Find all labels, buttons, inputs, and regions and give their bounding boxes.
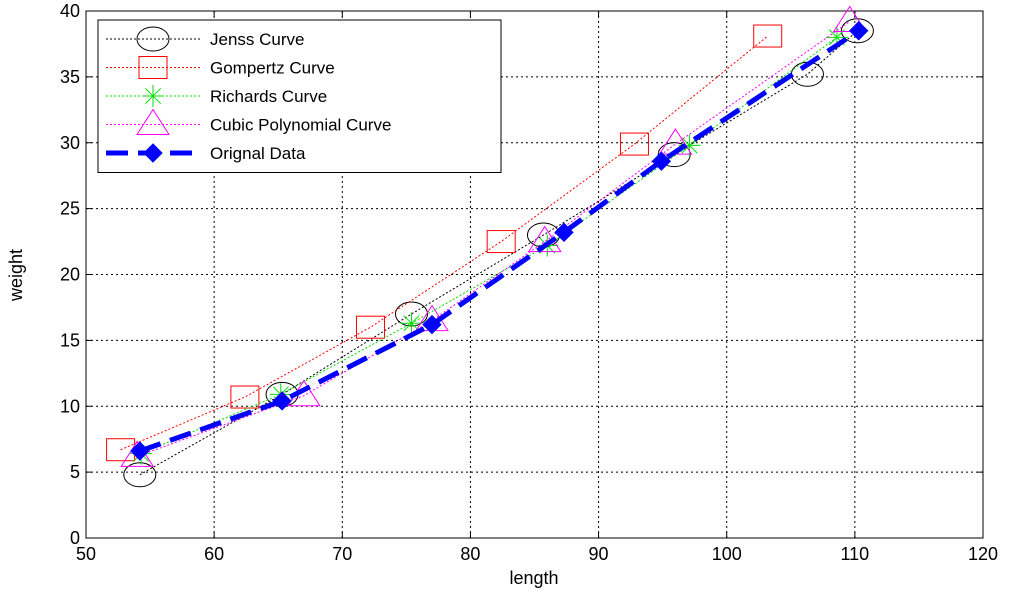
x-tick-label: 50: [76, 544, 96, 564]
x-tick-label: 90: [589, 544, 609, 564]
data-point-orignal-data: [130, 441, 150, 461]
legend-item: Gompertz Curve: [106, 56, 335, 79]
legend-label: Richards Curve: [210, 87, 327, 106]
legend-marker: [138, 56, 168, 79]
legend-label: Cubic Polynomial Curve: [210, 116, 391, 135]
legend-item: Jenss Curve: [106, 26, 304, 52]
data-point-orignal-data: [651, 151, 672, 171]
legend-item: Cubic Polynomial Curve: [106, 108, 391, 135]
x-tick-label: 60: [204, 544, 224, 564]
series-orignal-data: [130, 21, 869, 461]
data-point-gompertz-curve: [230, 385, 260, 409]
series-gompertz-curve: [106, 24, 783, 462]
legend-label: Jenss Curve: [210, 30, 304, 49]
data-point-orignal-data: [272, 391, 292, 411]
legend-item: Richards Curve: [106, 85, 327, 107]
legend-item: Orignal Data: [106, 143, 306, 163]
y-tick-label: 5: [70, 462, 80, 482]
data-point-jenss-curve: [123, 462, 157, 488]
x-tick-label: 80: [460, 544, 480, 564]
data-point-gompertz-curve: [619, 132, 649, 156]
y-tick-label: 20: [60, 265, 80, 285]
data-point-orignal-data: [554, 222, 574, 243]
x-tick-label: 110: [841, 544, 870, 564]
axes: 50 60 70 80 90 100 110 120 0 5 10 15 20 25 30 35 40: [60, 1, 998, 564]
legend-marker: [142, 85, 164, 107]
data-point-gompertz-curve: [486, 230, 516, 254]
x-axis-label: length: [509, 568, 558, 588]
y-axis-label: weight: [6, 249, 26, 302]
series-line-gompertz-curve: [120, 35, 769, 451]
y-tick-label: 15: [60, 330, 80, 350]
series-line-richards-curve: [140, 36, 838, 455]
data-point-orignal-data: [848, 21, 869, 41]
data-point-orignal-data: [422, 314, 442, 335]
data-point-cubic-polynomial-curve: [832, 5, 867, 33]
x-tick-label: 120: [968, 544, 998, 564]
y-tick-label: 35: [60, 67, 80, 87]
data-point-gompertz-curve: [753, 24, 783, 48]
series-layer: [106, 5, 874, 488]
y-tick-label: 10: [60, 396, 80, 416]
x-tick-label: 70: [332, 544, 352, 564]
x-tick-label: 100: [712, 544, 742, 564]
legend-label: Orignal Data: [210, 144, 306, 163]
y-tick-label: 30: [60, 133, 80, 153]
data-point-gompertz-curve: [355, 315, 385, 339]
legend-box: [97, 19, 502, 173]
data-point-jenss-curve: [657, 142, 691, 168]
legend-marker: [136, 108, 170, 135]
data-point-richards-curve: [400, 312, 423, 335]
legend: Jenss Curve Gompertz Curve Richards Curve C…: [97, 19, 502, 173]
y-tick-label: 40: [60, 1, 80, 21]
legend-marker: [143, 143, 163, 163]
axes-box: [85, 10, 984, 539]
series-line-jenss-curve: [139, 30, 858, 476]
y-tick-label: 0: [70, 528, 80, 548]
y-tick-label: 25: [60, 199, 80, 219]
legend-label: Gompertz Curve: [210, 59, 335, 78]
series-line-orignal-data: [138, 28, 861, 454]
legend-marker: [136, 26, 170, 52]
